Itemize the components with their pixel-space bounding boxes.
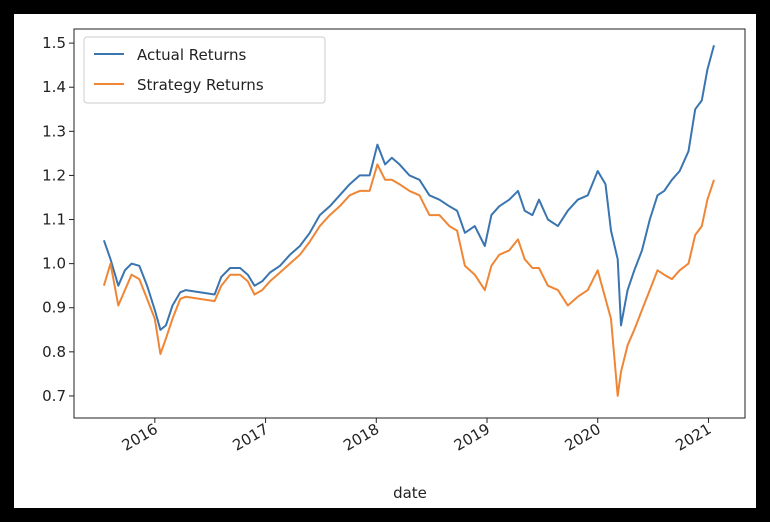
y-tick-label: 1.5: [42, 34, 66, 52]
legend-box: [83, 36, 326, 104]
y-tick-label: 1.1: [42, 211, 66, 229]
y-tick-label: 1.2: [42, 166, 66, 184]
series-line: [102, 45, 715, 331]
legend-label: Strategy Returns: [137, 76, 264, 94]
x-axis-label: date: [393, 484, 427, 502]
y-tick-label: 0.7: [42, 387, 66, 405]
y-tick-label: 1.0: [42, 255, 66, 273]
y-tick-label: 0.9: [42, 299, 66, 317]
y-tick-label: 1.3: [42, 122, 66, 140]
legend-label: Actual Returns: [137, 46, 247, 64]
y-tick-label: 0.8: [42, 343, 66, 361]
y-tick-label: 1.4: [42, 78, 66, 96]
series-line: [102, 163, 715, 397]
axes-frame: [73, 28, 746, 419]
